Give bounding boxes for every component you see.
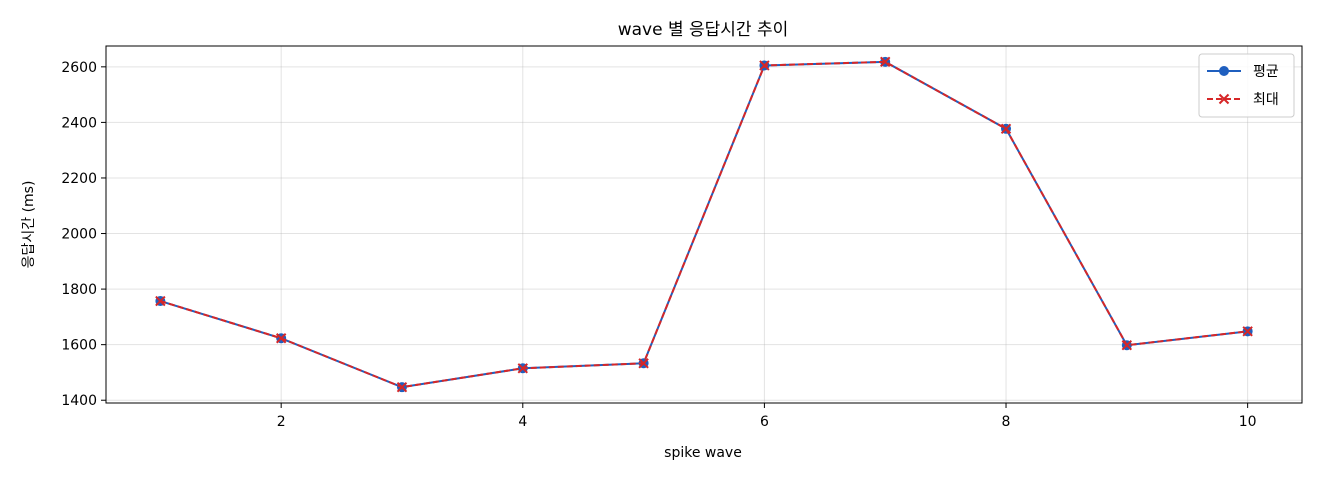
plot-frame xyxy=(105,45,1303,404)
series-line xyxy=(160,60,1248,389)
y-tick-label: 1800 xyxy=(61,282,97,298)
legend-item: 평균 xyxy=(1207,64,1279,80)
y-tick-label: 2200 xyxy=(61,171,97,187)
data-point xyxy=(638,358,649,369)
legend-label: 평균 xyxy=(1253,64,1279,80)
data-point xyxy=(1121,340,1133,351)
chart-title: wave 별 응답시간 추이 xyxy=(618,20,789,40)
legend-label: 최대 xyxy=(1253,92,1279,108)
x-tick-label: 8 xyxy=(1002,414,1011,430)
data-point xyxy=(155,295,166,307)
x-axis-label: spike wave xyxy=(664,445,742,461)
x-tick-label: 2 xyxy=(277,414,286,430)
data-point xyxy=(517,363,528,374)
series-layer xyxy=(155,56,1253,393)
y-axis-label: 응답시간 (ms) xyxy=(21,181,37,269)
grid-lines xyxy=(106,46,1302,403)
x-tick-label: 4 xyxy=(518,414,527,430)
legend-box xyxy=(1198,53,1295,118)
y-tick-label: 2000 xyxy=(61,227,97,243)
data-point xyxy=(396,381,408,393)
x-tick-label: 10 xyxy=(1239,414,1257,430)
y-tick-label: 1600 xyxy=(61,338,97,354)
y-tick-label: 1400 xyxy=(61,393,97,409)
data-point xyxy=(1242,326,1253,337)
series-max xyxy=(155,56,1253,393)
series-line xyxy=(160,60,1248,389)
legend-item: 최대 xyxy=(1207,92,1279,108)
series-avg xyxy=(155,56,1253,393)
legend-marker xyxy=(1219,66,1229,76)
axis-ticks: 2 4 6 8 10 1400 1600 1800 2000 2200 2400 2600 xyxy=(61,60,1256,430)
data-point xyxy=(275,333,287,344)
y-tick-label: 2600 xyxy=(61,60,97,76)
data-point xyxy=(1000,123,1012,134)
y-tick-label: 2400 xyxy=(61,115,97,131)
x-tick-label: 6 xyxy=(760,414,769,430)
data-point xyxy=(759,60,770,71)
legend-marker xyxy=(1218,93,1230,105)
data-point xyxy=(880,56,891,68)
